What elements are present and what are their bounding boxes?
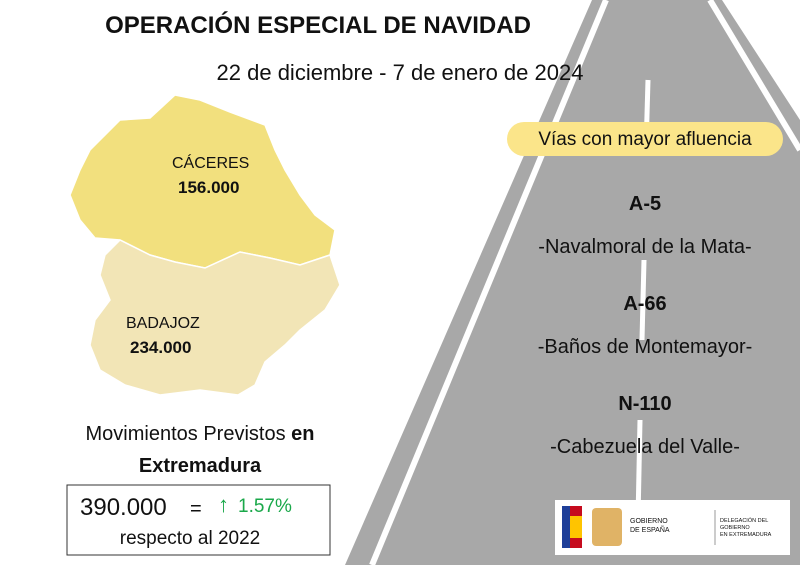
logo-box [555, 500, 790, 555]
equals: = [190, 498, 202, 520]
road-edge [369, 0, 609, 565]
flag-yellow [570, 516, 582, 538]
region-value: 156.000 [178, 178, 239, 197]
summary-region: Extremadura [139, 455, 262, 477]
summary-line: Movimientos Previstos en [86, 423, 315, 445]
road-place: -Navalmoral de la Mata- [538, 236, 751, 258]
logo-delegation: EN EXTREMADURA [720, 532, 772, 538]
note: respecto al 2022 [120, 528, 261, 549]
title: OPERACIÓN ESPECIAL DE NAVIDAD [105, 11, 531, 39]
flag-red [570, 506, 582, 516]
arrow: ↑ [218, 492, 229, 517]
eu-band [562, 506, 570, 548]
roads-heading: Vías con mayor afluencia [538, 129, 752, 150]
logo-gov: DE ESPAÑA [630, 525, 670, 534]
subtitle: 22 de diciembre - 7 de enero de 2024 [217, 60, 584, 85]
road-edge [707, 0, 800, 152]
logo-delegation: DELEGACIÓN DEL [720, 517, 768, 524]
road-list: A-5 -Navalmoral de la Mata- A-66 -Baños de … [538, 193, 753, 458]
road-place: -Cabezuela del Valle- [550, 436, 740, 458]
region-name: CÁCERES [172, 153, 249, 172]
total: 390.000 [80, 494, 167, 521]
heading-pill [507, 122, 783, 156]
logo-gov: GOBIERNO [630, 518, 668, 525]
road-code: A-66 [623, 293, 666, 315]
road-code: N-110 [618, 393, 671, 415]
change: 1.57% [238, 496, 292, 517]
summary-text: Movimientos Previstos [86, 423, 286, 445]
region-value: 234.000 [130, 338, 191, 357]
badajoz-region [89, 239, 341, 396]
logo-delegation: GOBIERNO [720, 525, 750, 531]
total-box [66, 484, 331, 556]
region-name: BADAJOZ [126, 315, 200, 332]
summary-bold: en [291, 423, 314, 445]
flag-red [570, 538, 582, 548]
coat-of-arms [592, 508, 622, 546]
road-code: A-5 [629, 193, 661, 215]
road-place: -Baños de Montemayor- [538, 336, 753, 358]
